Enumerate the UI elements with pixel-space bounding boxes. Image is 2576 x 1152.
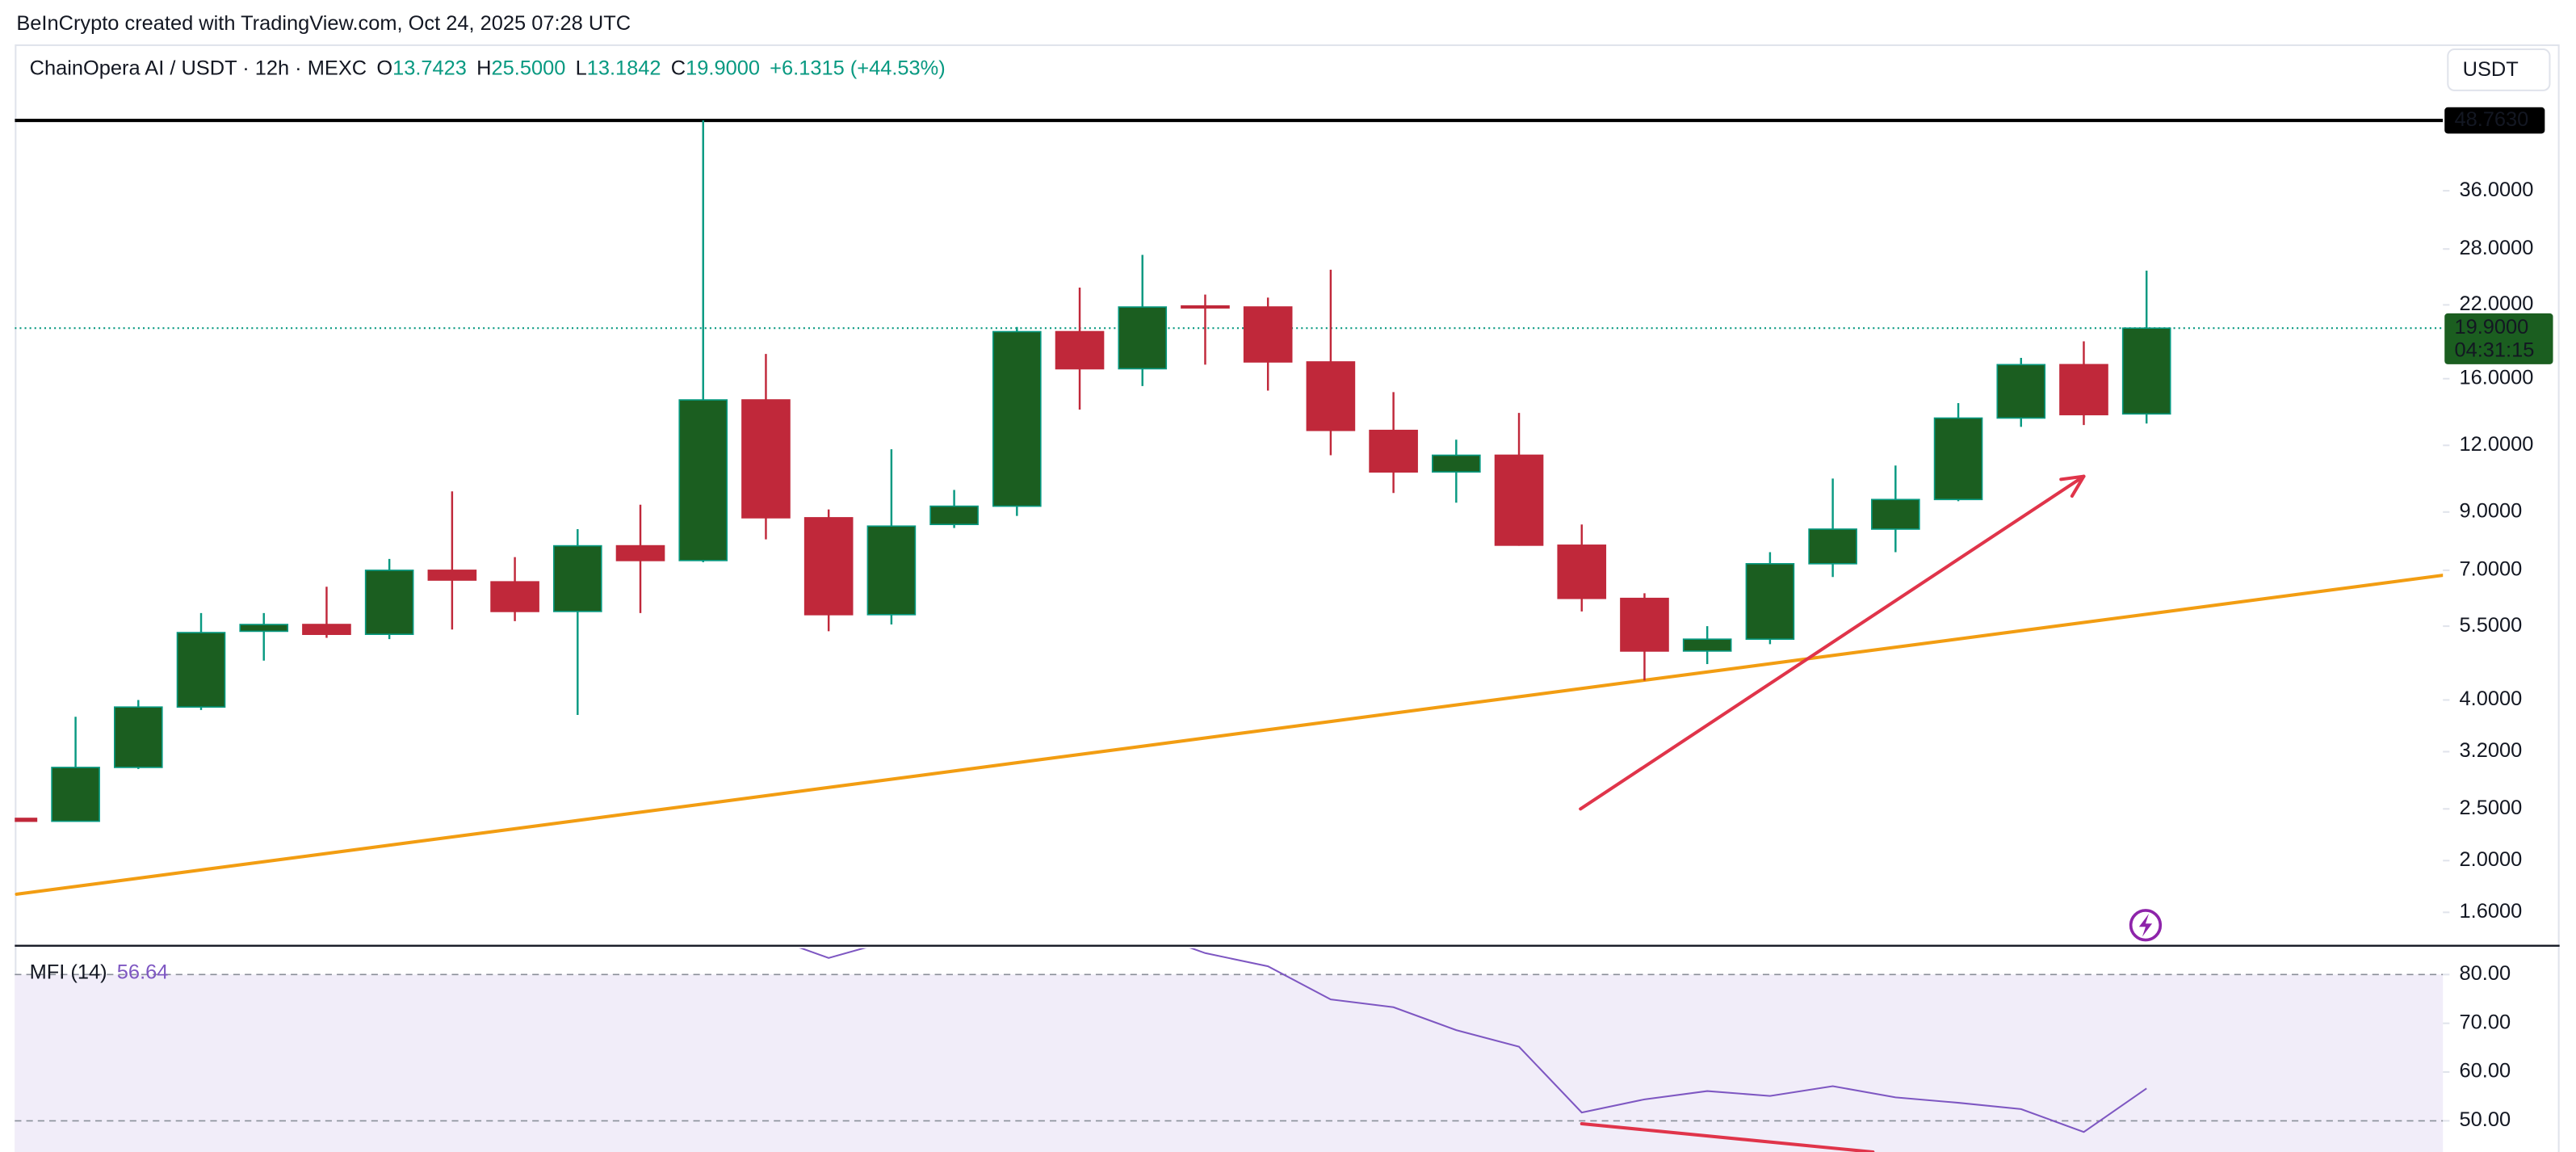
indicator-title: MFI (14)	[30, 961, 107, 983]
candle-body	[992, 330, 1042, 507]
legend: ChainOpera AI / USDT · 12h · MEXC O13.742…	[30, 57, 946, 983]
indicator-tick-label: 70.00	[2460, 1011, 2511, 1033]
candle-body	[1369, 429, 1418, 473]
candle-body	[1055, 330, 1105, 370]
trend-line	[15, 574, 2444, 896]
candle-body	[1996, 364, 2046, 419]
candle-body	[552, 544, 602, 612]
price-level-label: 48.7630	[2454, 108, 2528, 131]
indicator-value: 56.64	[117, 961, 169, 983]
candle-body	[364, 570, 414, 635]
indicator-tick-label: 80.00	[2460, 962, 2511, 985]
candle-body	[1933, 417, 1983, 501]
candle-body	[1745, 563, 1795, 641]
candle-body	[1871, 498, 1920, 530]
alert-icon	[2129, 909, 2163, 942]
indicator-legend: MFI (14) 56.64	[30, 961, 169, 983]
ohlc-key: L	[576, 57, 587, 79]
ohlc-key: O	[376, 57, 392, 79]
last-price-tag	[2444, 313, 2553, 364]
candle-body	[1494, 454, 1544, 546]
price-level-tag	[2444, 107, 2545, 134]
candle-body	[176, 632, 226, 708]
candle-body	[1620, 597, 1669, 652]
indicator-tick-label: 60.00	[2460, 1060, 2511, 1083]
candle-body	[1808, 528, 1857, 565]
candle-body	[1557, 544, 1607, 599]
candle-body	[741, 399, 791, 519]
trend-line	[1580, 1121, 1875, 1152]
indicator-pane	[799, 948, 2147, 1152]
y-tick-label: 9.0000	[2460, 500, 2523, 523]
candle-body	[239, 624, 289, 633]
candle-body	[1306, 361, 1356, 431]
candle-body	[803, 517, 854, 616]
candle-body	[113, 706, 163, 768]
symbol-legend: ChainOpera AI / USDT · 12h · MEXC O13.742…	[30, 57, 946, 79]
arrow-head	[2059, 474, 2086, 498]
candle-body	[1181, 305, 1230, 309]
trend-line	[1579, 474, 2086, 811]
indicator-band	[15, 974, 2444, 1152]
y-tick-label: 3.2000	[2460, 739, 2523, 762]
candle-body	[1432, 454, 1481, 473]
indicator-line	[799, 948, 2147, 1133]
ohlc-value: 13.1842	[587, 57, 661, 79]
ohlc-value: 19.9000	[686, 57, 760, 79]
currency-button[interactable]	[2447, 48, 2551, 91]
price-axis: 36.0000 28.0000 22.0000 16.0000 12.0000 9.000…	[2443, 107, 2553, 1131]
ohlc-value: 13.7423	[392, 57, 467, 79]
y-tick-label: 4.0000	[2460, 687, 2523, 710]
currency-button-label[interactable]: USDT	[2463, 58, 2519, 81]
y-tick-label: 16.0000	[2460, 366, 2534, 389]
y-tick-label: 7.0000	[2460, 558, 2523, 581]
y-tick-label: 36.0000	[2460, 179, 2534, 201]
countdown-label: 04:31:15	[2454, 338, 2534, 361]
ohlc-value: 25.5000	[492, 57, 566, 79]
y-tick-label: 28.0000	[2460, 237, 2534, 259]
ohlc-key: C	[671, 57, 686, 79]
last-price-label: 19.9000	[2454, 316, 2528, 338]
indicator-background	[15, 973, 2444, 1152]
chart-frame	[15, 44, 2560, 1152]
candle-body	[51, 767, 100, 822]
y-tick-label: 22.0000	[2460, 292, 2534, 315]
y-tick-label: 12.0000	[2460, 433, 2534, 456]
candle-body	[929, 505, 979, 526]
candle-body	[615, 544, 665, 561]
y-tick-label: 5.5000	[2460, 614, 2523, 637]
candle-body	[1682, 638, 1732, 652]
candle-body	[302, 624, 351, 635]
y-tick-label: 2.5000	[2460, 797, 2523, 819]
candle-body	[1118, 306, 1168, 370]
indicator-tick-label: 50.00	[2460, 1108, 2511, 1131]
change-label: +6.1315 (+44.53%)	[770, 57, 946, 79]
candle-body	[15, 818, 38, 822]
candle-body	[2121, 327, 2171, 415]
symbol-title: ChainOpera AI / USDT · 12h · MEXC	[30, 57, 367, 79]
attribution: BeInCrypto created with TradingView.com,…	[16, 12, 631, 35]
candle-body	[1243, 306, 1293, 363]
candle-body	[490, 581, 539, 612]
y-tick-label: 1.6000	[2460, 900, 2523, 923]
candle-body	[866, 525, 917, 616]
price-pane	[15, 119, 2444, 896]
y-tick-label: 2.0000	[2460, 848, 2523, 871]
ohlc-key: H	[476, 57, 491, 79]
candle-body	[427, 570, 477, 581]
candle-body	[2059, 364, 2108, 416]
candle-body	[678, 399, 728, 561]
